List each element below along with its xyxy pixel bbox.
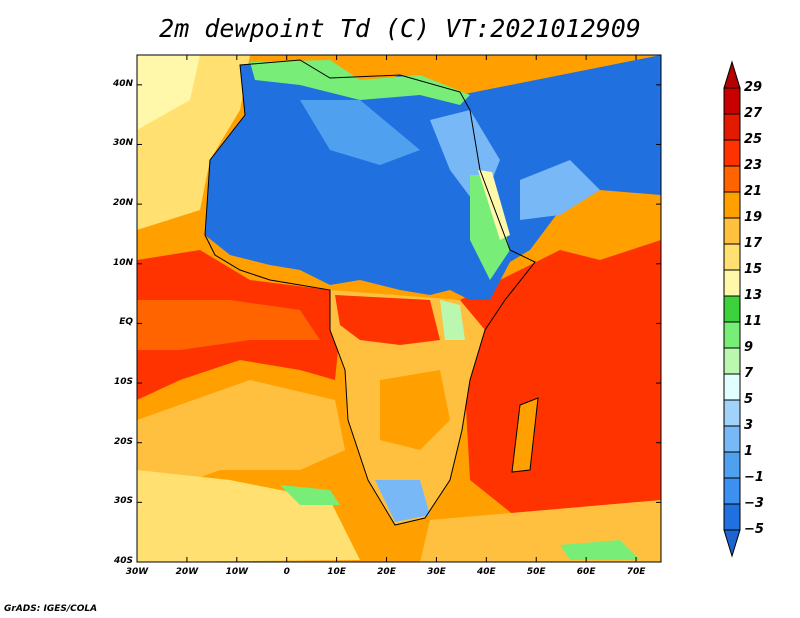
colorbar-box: [723, 347, 741, 375]
lon-tick-label: 70E: [626, 567, 646, 577]
colorbar-box: [723, 451, 741, 479]
lon-tick-label: 10W: [225, 567, 249, 577]
lat-tick-label: EQ: [119, 317, 133, 328]
lon-tick-label: 50E: [526, 567, 546, 577]
arabian-sea: [560, 190, 661, 260]
south-atlantic-dry: [137, 470, 360, 562]
colorbar-box: [723, 165, 741, 193]
colorbar-label: 7: [744, 366, 754, 381]
colorbar-box: [723, 477, 741, 505]
colorbar-box: [723, 191, 741, 219]
colorbar-label: 13: [744, 288, 763, 303]
colorbar-box: [723, 269, 741, 297]
colorbar-label: 25: [744, 132, 763, 147]
africa-coastline: [204, 59, 536, 526]
plot-title: 2m dewpoint Td (C) VT:2021012909: [159, 14, 641, 43]
lon-tick-label: 20E: [377, 567, 396, 577]
colorbar-box: [723, 113, 741, 141]
colorbar-label: −1: [744, 470, 764, 485]
lon-tick-label: 10E: [327, 567, 346, 577]
lat-tick-label: 40N: [112, 78, 133, 89]
colorbar-box: [723, 425, 741, 453]
colorbar-box: [723, 87, 741, 115]
colorbar-box: [723, 295, 741, 323]
colorbar-label: 17: [744, 236, 763, 251]
red-sea: [478, 170, 510, 240]
colorbar-label: 5: [744, 392, 754, 407]
north-atlantic-dry: [137, 55, 200, 130]
lat-tick-label: 20N: [112, 198, 133, 209]
equatorial-atlantic: [137, 300, 320, 350]
east-africa-highlands: [440, 300, 465, 340]
colorbar-box: [723, 503, 741, 531]
colorbar-label: −3: [744, 496, 764, 511]
south-atlantic-green-patch: [280, 485, 340, 505]
south-africa-dry: [375, 480, 430, 522]
lat-tick-label: 30S: [113, 496, 133, 507]
colorbar-label: 23: [744, 158, 763, 173]
lat-tick-label: 40S: [113, 556, 133, 566]
colorbar-label: −5: [744, 522, 764, 537]
colorbar-label: 9: [744, 340, 754, 355]
south-atlantic: [137, 380, 345, 500]
colorbar-label: 21: [744, 184, 763, 199]
indian-ocean: [460, 220, 661, 520]
zambia-region: [380, 370, 450, 450]
lat-tick-label: 10S: [113, 377, 133, 388]
mediterranean-coast: [250, 60, 470, 105]
lon-tick-label: 30W: [125, 567, 149, 577]
lon-tick-label: 20W: [175, 567, 199, 577]
lon-tick-label: 60E: [576, 567, 596, 577]
colorbar-label: 19: [744, 210, 763, 225]
colorbar-box: [723, 399, 741, 427]
colorbar-label: 11: [744, 314, 763, 329]
colorbar-label: 3: [744, 418, 754, 433]
colorbar-box: [723, 139, 741, 167]
colorbar-box: [723, 373, 741, 401]
colorbar-label: 1: [744, 444, 754, 459]
credit-text: GrADS: IGES/COLA: [4, 604, 98, 614]
map-frame: [136, 54, 662, 563]
colorbar-box: [723, 243, 741, 271]
lon-tick-label: 30E: [427, 567, 446, 577]
colorbar-box: [723, 217, 741, 245]
ethiopian-highlands: [470, 175, 510, 280]
madagascar-coastline: [511, 397, 539, 473]
lat-tick-label: 30N: [112, 138, 133, 149]
lon-tick-label: 40E: [476, 567, 496, 577]
colorbar-top-arrow: [723, 60, 741, 89]
colorbar-box: [723, 321, 741, 349]
colorbar-bottom-arrow: [723, 529, 741, 558]
colorbar-label: 29: [744, 80, 763, 95]
lat-tick-label: 10N: [112, 257, 133, 268]
lon-tick-label: 0: [283, 567, 290, 577]
colorbar-label: 27: [744, 106, 763, 121]
lat-tick-label: 20S: [113, 436, 133, 447]
colorbar-label: 15: [744, 262, 763, 277]
congo-basin: [335, 295, 440, 345]
sahara-pocket: [300, 100, 420, 165]
arabia-pocket: [520, 160, 600, 220]
southern-ocean-green-patch: [560, 540, 640, 560]
